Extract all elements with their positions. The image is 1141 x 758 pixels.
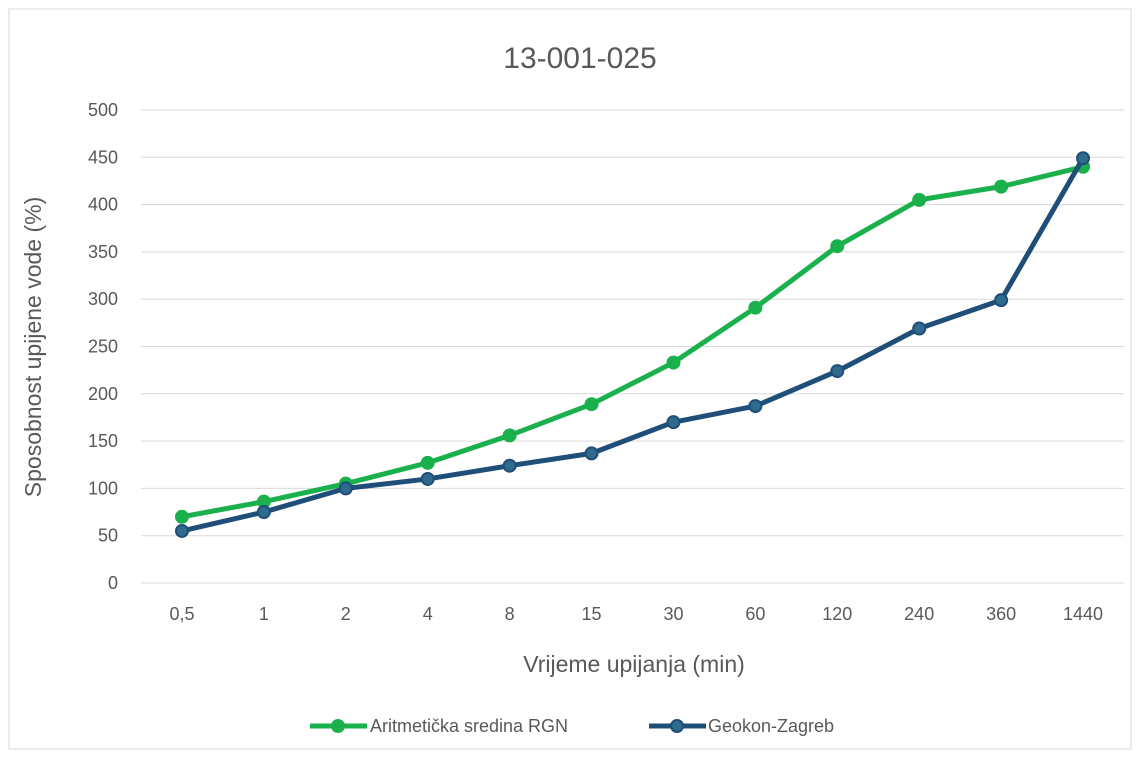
y-tick-label: 400 <box>88 195 118 215</box>
y-axis-title: Sposobnost upijene vode (%) <box>20 197 46 497</box>
data-point <box>666 415 681 430</box>
data-point <box>584 397 599 412</box>
chart-border <box>8 8 1132 750</box>
data-point <box>1076 151 1091 166</box>
y-tick-label: 350 <box>88 242 118 262</box>
data-point <box>748 300 763 315</box>
series-line <box>179 155 1086 534</box>
x-tick-label: 240 <box>904 604 934 624</box>
x-axis-title: Vrijeme upijanja (min) <box>523 651 745 677</box>
data-point <box>502 458 517 473</box>
legend-label: Geokon-Zagreb <box>708 716 834 736</box>
x-tick-label: 1 <box>259 604 269 624</box>
x-tick-label: 8 <box>505 604 515 624</box>
y-tick-label: 50 <box>98 526 118 546</box>
legend: Aritmetička sredina RGN Geokon-Zagreb <box>310 716 834 736</box>
y-tick-label: 150 <box>88 431 118 451</box>
y-tick-label: 0 <box>108 573 118 593</box>
legend-marker <box>670 719 684 733</box>
data-point <box>584 446 599 461</box>
data-point <box>830 239 845 254</box>
series-group <box>174 151 1091 538</box>
data-point <box>912 321 927 336</box>
x-tick-label: 1440 <box>1063 604 1103 624</box>
legend-label: Aritmetička sredina RGN <box>370 716 568 736</box>
data-point <box>994 293 1009 308</box>
data-point <box>256 505 271 520</box>
series-1 <box>174 159 1091 524</box>
data-point <box>420 471 435 486</box>
x-axis-ticks: 0,5 1 2 4 8 15 30 60 120 240 360 1440 <box>169 604 1103 624</box>
legend-item: Aritmetička sredina RGN <box>310 716 568 736</box>
x-tick-label: 0,5 <box>169 604 194 624</box>
x-tick-label: 2 <box>341 604 351 624</box>
data-point <box>830 364 845 379</box>
data-point <box>912 192 927 207</box>
legend-marker <box>331 719 345 733</box>
series-2 <box>174 151 1091 538</box>
data-point <box>666 355 681 370</box>
x-tick-label: 360 <box>986 604 1016 624</box>
y-tick-label: 500 <box>88 100 118 120</box>
data-point <box>748 399 763 414</box>
data-point <box>420 455 435 470</box>
y-tick-label: 200 <box>88 384 118 404</box>
series-line <box>179 164 1086 520</box>
chart-title: 13-001-025 <box>503 42 656 75</box>
x-tick-label: 120 <box>822 604 852 624</box>
data-point <box>502 428 517 443</box>
y-axis-ticks: 0 50 100 150 200 250 300 350 400 450 500 <box>88 100 118 593</box>
y-tick-label: 450 <box>88 147 118 167</box>
x-tick-label: 30 <box>663 604 683 624</box>
y-tick-label: 100 <box>88 478 118 498</box>
y-tick-label: 300 <box>88 289 118 309</box>
x-tick-label: 15 <box>582 604 602 624</box>
legend-item: Geokon-Zagreb <box>649 716 834 736</box>
data-point <box>174 523 189 538</box>
x-tick-label: 60 <box>745 604 765 624</box>
data-point <box>174 509 189 524</box>
data-point <box>994 179 1009 194</box>
y-tick-label: 250 <box>88 337 118 357</box>
gridlines <box>141 109 1124 584</box>
x-tick-label: 4 <box>423 604 433 624</box>
data-point <box>338 481 353 496</box>
